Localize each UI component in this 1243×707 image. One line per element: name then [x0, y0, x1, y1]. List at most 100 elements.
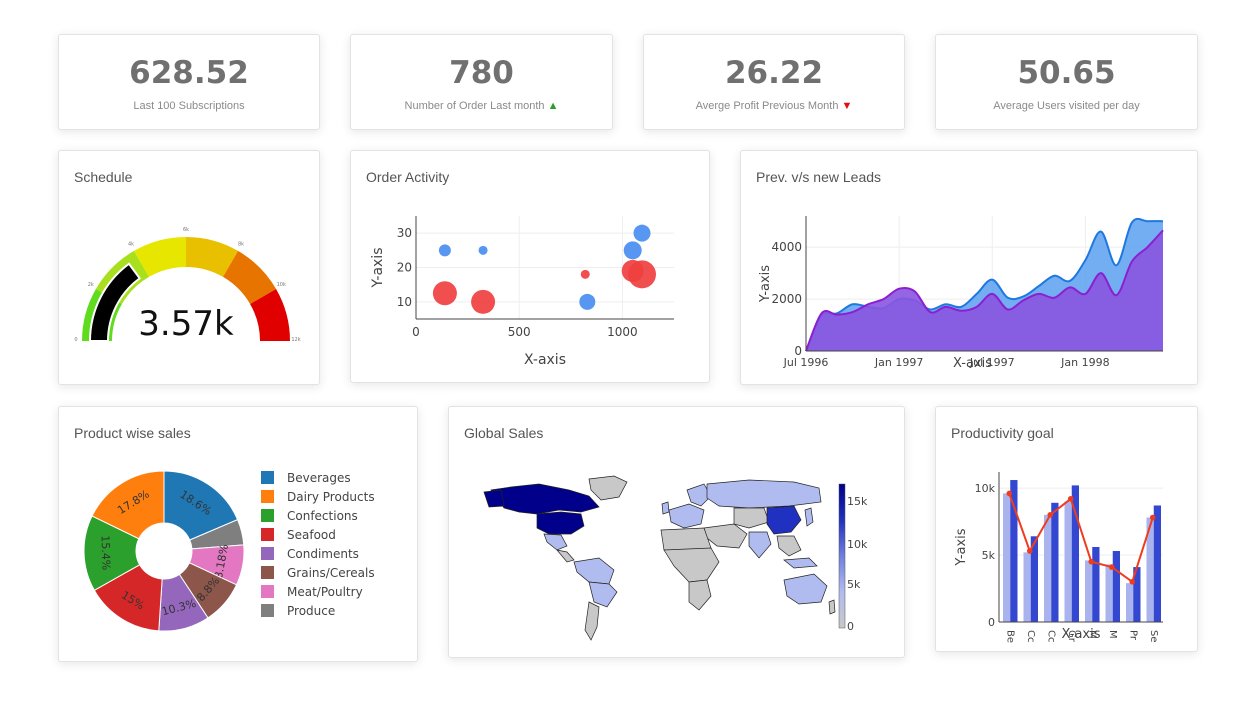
y-tick-label: 10k — [975, 482, 996, 495]
scatter-point — [438, 244, 451, 257]
pie-slice — [163, 470, 239, 541]
map-region-australia — [783, 573, 828, 605]
map-region-brazil — [588, 581, 618, 608]
map-region-usa — [536, 511, 585, 535]
pie-slice-label: 15.4% — [99, 535, 113, 570]
scatter-point — [633, 224, 651, 242]
scatter-point — [579, 293, 596, 310]
bar — [1010, 480, 1018, 622]
x-tick-label: Se — [1148, 630, 1159, 643]
goal-point — [1088, 558, 1095, 565]
map-region-south-america-north — [573, 557, 615, 585]
bar — [1044, 514, 1052, 622]
card-title: Order Activity — [366, 169, 450, 185]
kpi-value: 50.65 — [1017, 55, 1116, 91]
x-axis-label: X-axis — [953, 356, 992, 371]
y-axis-label: Y-axis — [758, 265, 773, 303]
map-region-greenland — [588, 475, 628, 501]
x-tick-label: Pr — [1127, 630, 1138, 641]
gauge-tick-label: 8k — [238, 242, 244, 248]
y-tick-label: 20 — [397, 261, 412, 275]
kpi-label: Last 100 Subscriptions — [133, 100, 245, 112]
map-region-canada — [490, 483, 600, 515]
x-axis-label: X-axis — [524, 352, 566, 368]
kpi-label: Averge Profit Previous Month ▼ — [695, 100, 853, 112]
bar — [1030, 536, 1038, 622]
scatter-point — [471, 289, 496, 314]
legend-item[interactable]: Beverages — [261, 468, 351, 487]
bar — [1133, 567, 1141, 622]
kpi-label: Number of Order Last month ▲ — [404, 100, 559, 112]
bar — [1071, 485, 1079, 622]
map-region-uk — [661, 501, 670, 515]
trend-down-icon: ▼ — [841, 100, 853, 112]
card-title: Schedule — [74, 169, 133, 185]
gauge-value-bar — [88, 262, 142, 342]
legend-swatch — [261, 566, 274, 579]
product-sales-card: Product wise sales 18.6% 8.18% 8.8% 10.3% 15… — [58, 406, 418, 662]
trend-up-icon: ▲ — [547, 100, 559, 112]
legend-item[interactable]: Grains/Cereals — [261, 563, 375, 582]
area-line — [805, 229, 1164, 352]
productivity-card: Productivity goal 0 5k 10k Be Cc Cc Gr M M Pr Se X-… — [935, 406, 1198, 652]
legend-swatch — [261, 509, 274, 522]
goal-point — [1006, 490, 1013, 497]
area-chart: 0 2000 4000 Jul 1996 Jan 1997 Jul 1997 Jan 199… — [758, 216, 1164, 371]
scatter-point — [628, 260, 657, 289]
gauge-band — [186, 237, 238, 277]
leads-card: Prev. v/s new Leads 0 2000 4000 Jul 1996 Jan… — [740, 150, 1198, 385]
x-tick-label: 500 — [508, 325, 531, 339]
map-region-indonesia — [783, 557, 818, 569]
x-tick-label: M — [1086, 630, 1097, 639]
bar-chart: 0 5k 10k Be Cc Cc Gr M M Pr Se X-axis Y-axis — [954, 472, 1163, 643]
pie-slice — [91, 470, 165, 540]
kpi-card-subscriptions: 628.52 Last 100 Subscriptions — [58, 34, 320, 130]
legend-label: Seafood — [287, 527, 336, 542]
scatter-point — [478, 245, 488, 255]
map-region-mexico — [543, 533, 568, 551]
legend-item[interactable]: Confections — [261, 506, 358, 525]
map-region-central-america — [556, 549, 575, 563]
y-axis-label: Y-axis — [954, 528, 969, 566]
legend-swatch — [261, 490, 274, 503]
bar — [1064, 501, 1072, 622]
gauge-tick-label: 6k — [183, 227, 189, 233]
legend-label: Confections — [287, 508, 358, 523]
bar — [1126, 583, 1134, 622]
gauge-tick-label: 2k — [88, 282, 94, 288]
goal-line — [1008, 493, 1154, 584]
x-tick-label: Cc — [1045, 630, 1056, 642]
legend-item[interactable]: Dairy Products — [261, 487, 375, 506]
map-region-scandinavia — [686, 483, 712, 507]
gauge-tick-label: 10k — [277, 282, 286, 288]
legend-item[interactable]: Seafood — [261, 525, 336, 544]
legend-item[interactable]: Produce — [261, 601, 335, 620]
legend-swatch — [261, 471, 274, 484]
legend-label: Dairy Products — [287, 489, 375, 504]
map-region-central-asia — [733, 507, 770, 529]
card-title: Product wise sales — [74, 425, 191, 441]
x-tick-label: Jan 1997 — [874, 356, 923, 369]
legend-swatch — [261, 547, 274, 560]
gauge-band — [250, 289, 290, 341]
y-tick-label: 10 — [397, 295, 412, 309]
card-title: Productivity goal — [951, 425, 1054, 441]
goal-point — [1067, 495, 1074, 502]
bar — [1051, 502, 1059, 622]
kpi-value: 780 — [449, 55, 514, 91]
legend-label: Condiments — [287, 546, 359, 561]
legend-swatch — [261, 604, 274, 617]
gauge-tick-label: 12k — [291, 337, 300, 343]
map-region-new-zealand — [828, 599, 836, 615]
legend-item[interactable]: Meat/Poultry — [261, 582, 363, 601]
colorbar — [838, 483, 846, 629]
pie-chart: 18.6%8.18%8.8%10.3%15%15.4%17.8% — [83, 470, 245, 632]
kpi-card-orders: 780 Number of Order Last month ▲ — [350, 34, 613, 130]
legend-item[interactable]: Condiments — [261, 544, 359, 563]
map-region-south-america-south — [584, 601, 600, 641]
gauge-value-label: 3.57k — [138, 304, 234, 344]
y-axis-label: Y-axis — [370, 248, 386, 289]
bar — [1003, 493, 1011, 622]
bar — [1023, 552, 1031, 622]
y-tick-label: 2000 — [771, 292, 802, 306]
